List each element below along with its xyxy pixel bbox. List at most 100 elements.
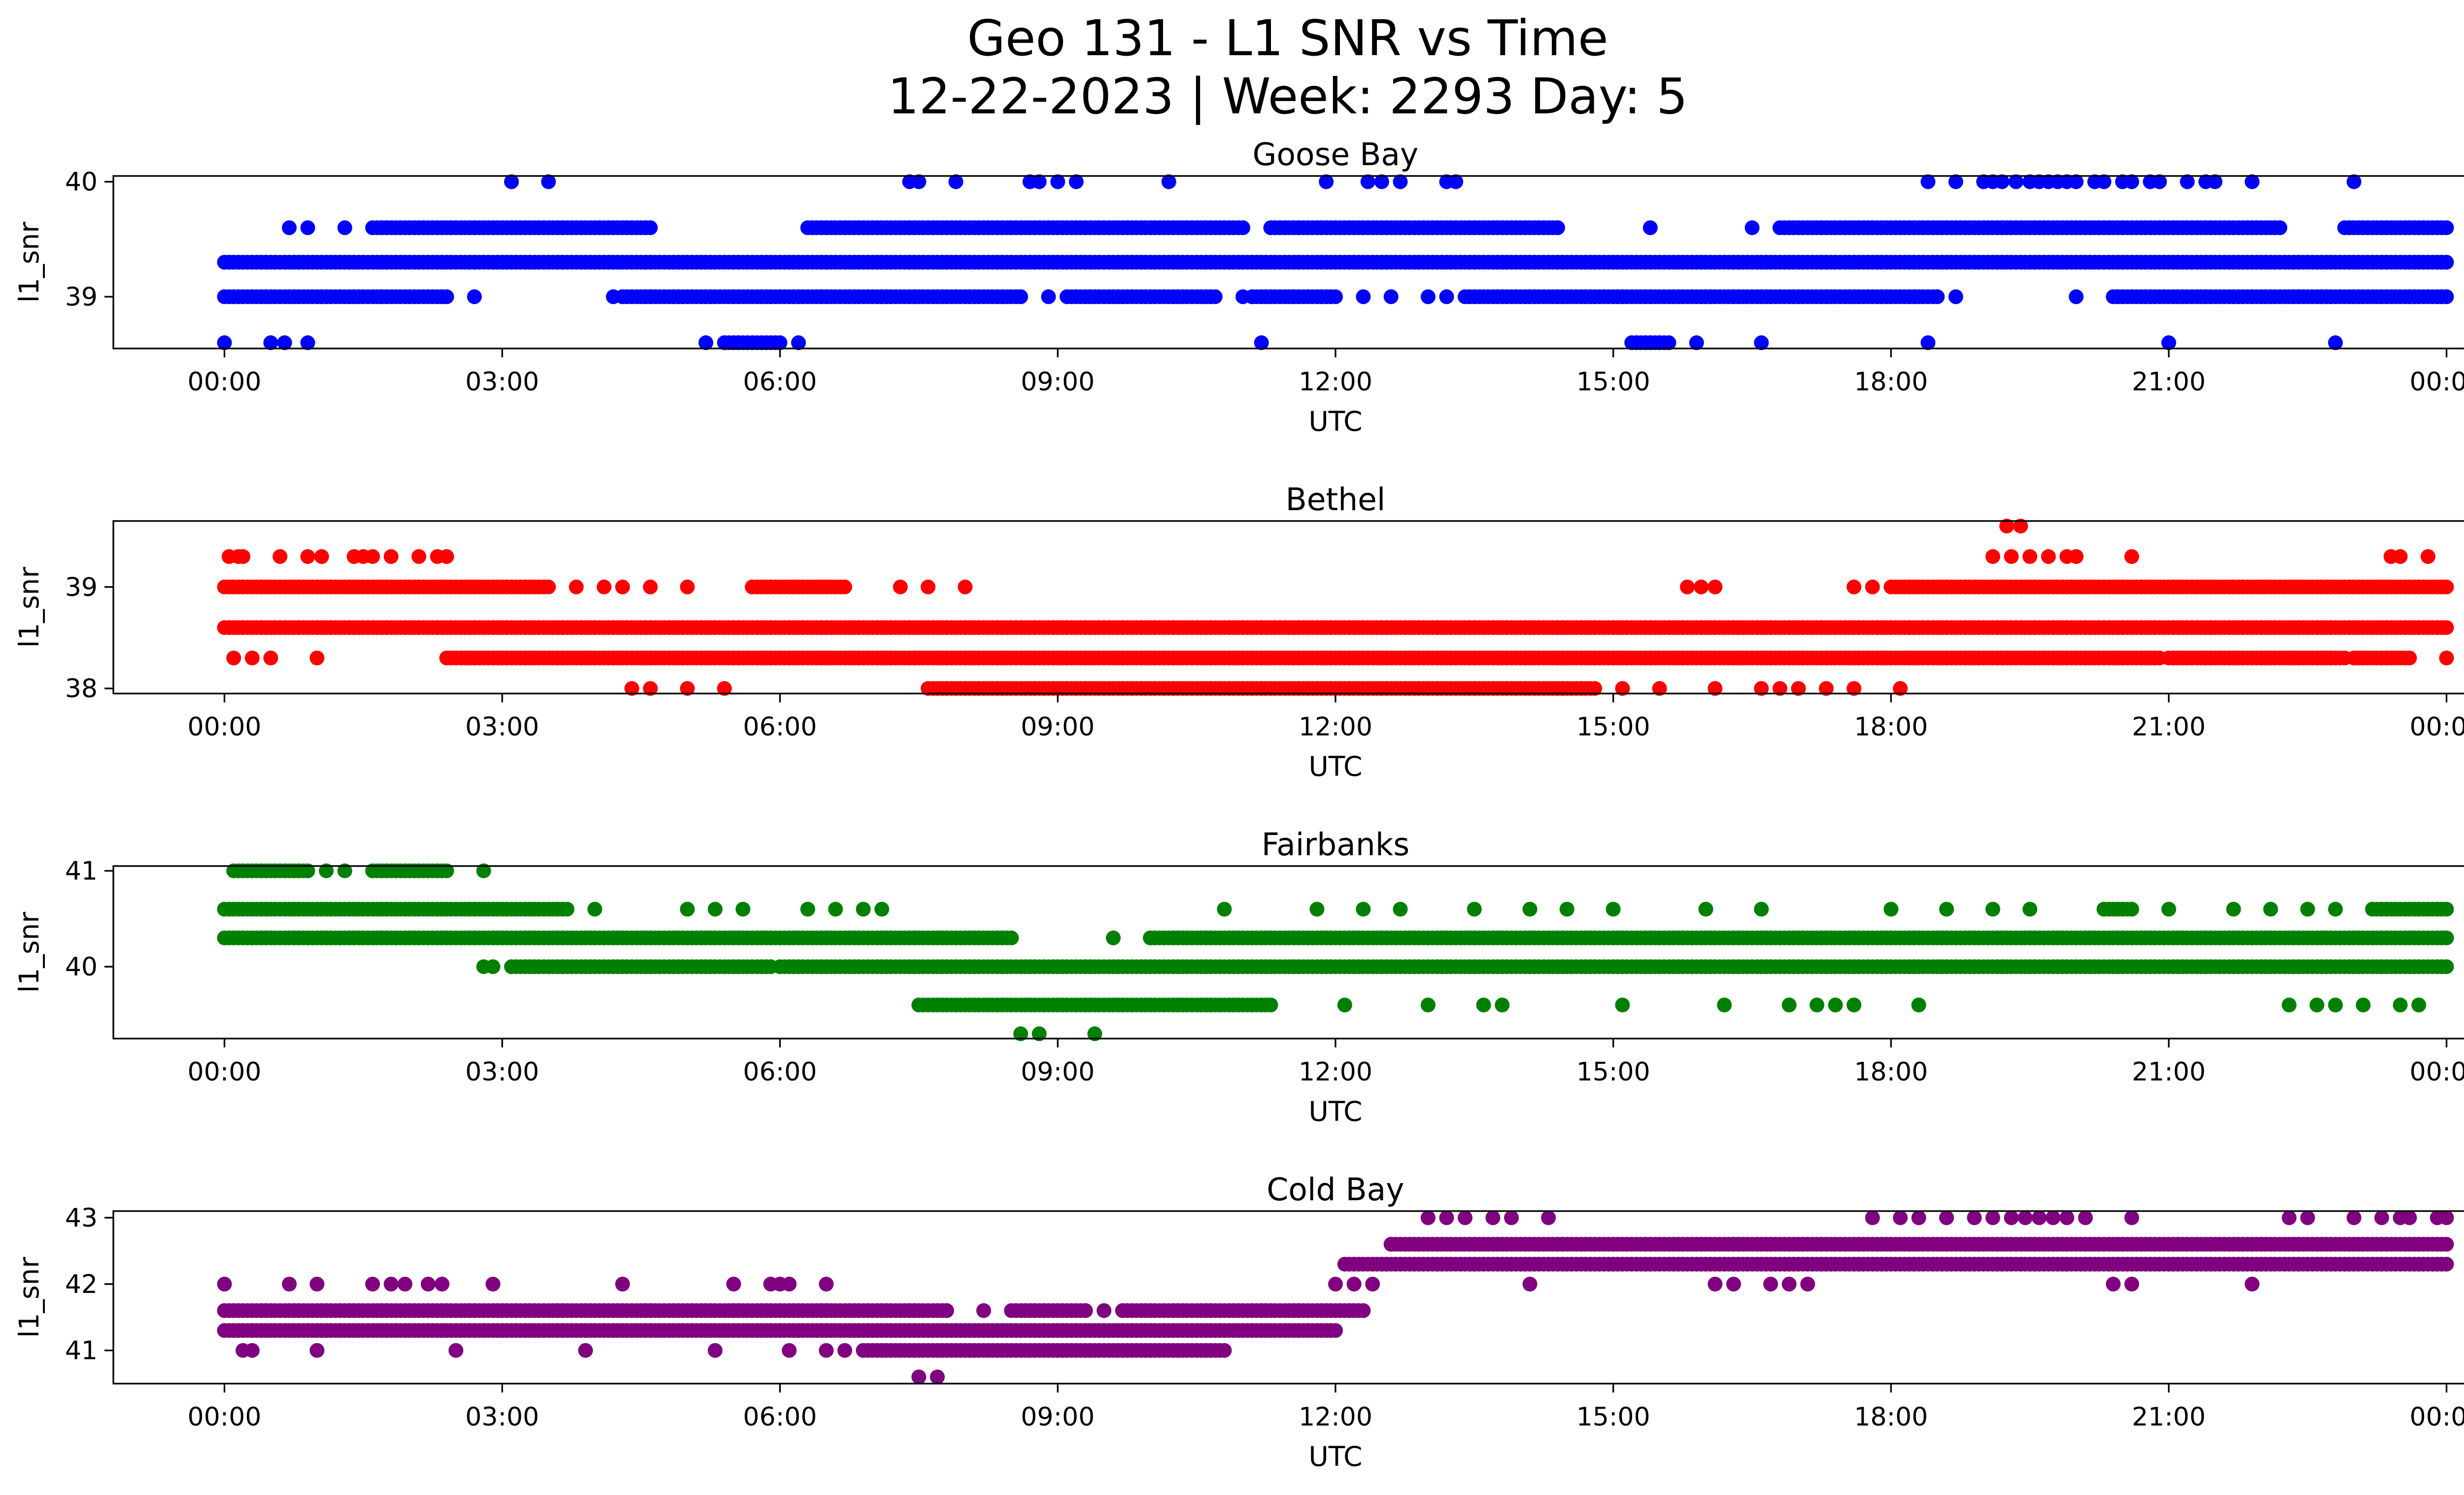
data-point xyxy=(559,902,575,917)
data-point xyxy=(958,579,973,594)
data-point xyxy=(337,863,352,878)
data-point xyxy=(2078,1210,2093,1225)
data-point xyxy=(2309,997,2325,1012)
data-point xyxy=(1948,174,1963,189)
data-point xyxy=(1615,997,1630,1012)
data-point xyxy=(1476,997,1491,1012)
data-point xyxy=(680,579,695,594)
data-point xyxy=(2356,997,2371,1012)
data-point xyxy=(837,1343,853,1358)
data-point xyxy=(1847,997,1862,1012)
data-point xyxy=(921,579,936,594)
x-tick-label: 03:00 xyxy=(465,1402,539,1432)
data-point xyxy=(1985,902,2000,917)
data-point xyxy=(939,1303,954,1318)
data-point xyxy=(643,681,658,696)
x-axis-label: UTC xyxy=(1308,751,1362,782)
data-point xyxy=(282,220,297,235)
data-point xyxy=(1013,1026,1028,1042)
series-points xyxy=(217,863,2454,1042)
data-point xyxy=(1328,1277,1343,1292)
data-point xyxy=(1013,289,1028,304)
data-point xyxy=(1041,289,1056,304)
data-point xyxy=(1559,902,1574,917)
data-point xyxy=(2207,174,2223,189)
data-point xyxy=(2031,1210,2047,1225)
y-axis-label: l1_snr xyxy=(13,912,45,993)
data-point xyxy=(1328,289,1343,304)
data-point xyxy=(1781,1277,1797,1292)
data-point xyxy=(2439,1256,2454,1272)
data-point xyxy=(1847,681,1862,696)
data-point xyxy=(485,1277,501,1292)
data-point xyxy=(1217,902,1232,917)
y-tick-label: 42 xyxy=(65,1270,98,1299)
data-point xyxy=(708,1343,723,1358)
x-tick-label: 03:00 xyxy=(465,367,539,397)
data-point xyxy=(1356,1303,1371,1318)
data-point xyxy=(2439,930,2454,945)
data-point xyxy=(1818,681,1834,696)
y-tick-label: 38 xyxy=(65,674,98,704)
data-point xyxy=(2004,1210,2019,1225)
data-point xyxy=(1004,930,1019,945)
data-point xyxy=(2282,1210,2297,1225)
data-point xyxy=(1087,1026,1102,1042)
figure-title-line-1: Geo 131 - L1 SNR vs Time xyxy=(967,9,1608,67)
data-point xyxy=(2022,549,2038,564)
x-tick-label: 21:00 xyxy=(2132,1057,2206,1087)
y-tick-label: 40 xyxy=(65,952,98,982)
data-point xyxy=(1754,681,1769,696)
x-tick-label: 12:00 xyxy=(1299,1057,1372,1087)
plot-frame xyxy=(112,865,2464,1040)
data-point xyxy=(2124,902,2139,917)
data-point xyxy=(2300,902,2315,917)
data-point xyxy=(2346,174,2361,189)
data-point xyxy=(2059,1210,2075,1225)
data-point xyxy=(856,902,871,917)
x-tick-label: 21:00 xyxy=(2132,1402,2206,1432)
x-axis-label: UTC xyxy=(1308,406,1362,437)
x-tick-label: 18:00 xyxy=(1854,1402,1928,1432)
data-point xyxy=(643,220,658,235)
y-tick-label: 43 xyxy=(65,1203,98,1233)
y-tick-label: 39 xyxy=(65,573,98,602)
data-point xyxy=(1800,1277,1815,1292)
data-point xyxy=(1031,1026,1047,1042)
data-point xyxy=(1337,997,1352,1012)
data-point xyxy=(236,549,250,564)
data-point xyxy=(1495,997,1510,1012)
data-point xyxy=(1763,1277,1778,1292)
x-axis-label: UTC xyxy=(1308,1441,1362,1472)
data-point xyxy=(1911,1210,1926,1225)
x-tick-label: 18:00 xyxy=(1854,712,1928,742)
x-tick-label: 15:00 xyxy=(1576,367,1650,397)
data-point xyxy=(1235,220,1251,235)
data-point xyxy=(1911,997,1926,1012)
data-point xyxy=(282,1277,297,1292)
data-point xyxy=(2245,1277,2259,1292)
data-point xyxy=(217,1277,232,1292)
series-points xyxy=(217,174,2454,350)
data-point xyxy=(263,650,278,665)
x-axis-label: UTC xyxy=(1308,1096,1362,1127)
data-point xyxy=(1522,902,1538,917)
data-point xyxy=(2152,174,2167,189)
data-point xyxy=(1393,902,1408,917)
x-tick-label: 21:00 xyxy=(2132,712,2206,742)
data-point xyxy=(1096,1303,1112,1318)
data-point xyxy=(226,650,241,665)
x-tick-label: 00:00 xyxy=(2410,712,2464,742)
x-tick-label: 00:00 xyxy=(188,1057,262,1087)
data-point xyxy=(2008,174,2023,189)
data-point xyxy=(1606,902,1621,917)
data-point xyxy=(791,335,806,350)
data-point xyxy=(1356,902,1371,917)
x-tick-label: 15:00 xyxy=(1576,1057,1650,1087)
data-point xyxy=(708,902,723,917)
data-point xyxy=(476,863,491,878)
data-point xyxy=(735,902,751,917)
panel-title: Fairbanks xyxy=(1262,827,1409,863)
data-point xyxy=(383,549,399,564)
